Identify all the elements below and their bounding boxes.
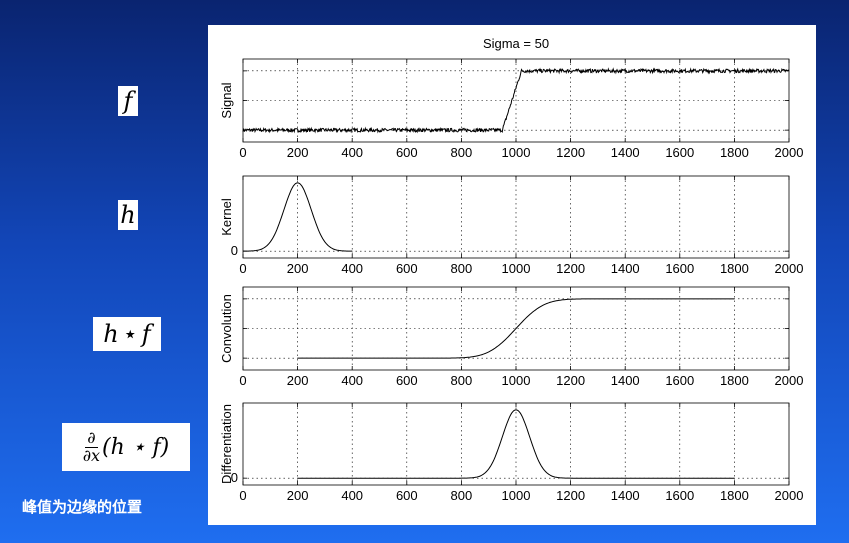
x-tick-label: 2000: [775, 488, 804, 503]
x-tick-label: 800: [451, 488, 473, 503]
x-tick-label: 400: [341, 261, 363, 276]
x-tick-label: 1200: [556, 261, 585, 276]
formula-deriv-expr: (h ⋆ f): [102, 434, 170, 460]
x-tick-label: 800: [451, 261, 473, 276]
series-line-2: [243, 182, 353, 252]
x-tick-label: 600: [396, 373, 418, 388]
x-tick-label: 1000: [502, 145, 531, 160]
x-tick-label: 400: [341, 145, 363, 160]
x-tick-label: 200: [287, 373, 309, 388]
x-tick-label: 1400: [611, 488, 640, 503]
formula-h-text: h: [120, 201, 136, 229]
formula-f-text: f: [123, 87, 133, 115]
x-tick-label: 1000: [502, 488, 531, 503]
x-tick-label: 600: [396, 261, 418, 276]
y-axis-label: Differentiation: [219, 404, 234, 484]
x-tick-label: 600: [396, 145, 418, 160]
formula-fraction: ∂ ∂x: [82, 427, 101, 465]
caption: 峰值为边缘的位置: [22, 498, 143, 516]
formula-deriv-num: ∂: [85, 427, 98, 448]
x-tick-label: 1000: [502, 261, 531, 276]
formula-h: h: [118, 200, 138, 230]
x-tick-label: 1800: [720, 488, 749, 503]
x-tick-label: 1200: [556, 145, 585, 160]
series-line-4: [297, 409, 735, 479]
y-tick-label: 0: [231, 243, 238, 258]
formula-derivative: ∂ ∂x (h ⋆ f): [62, 423, 190, 471]
subplot-4: 0 200 400 600 800 1000 1200 1400 1600 1800 20000Di…: [219, 402, 804, 503]
x-tick-label: 800: [451, 373, 473, 388]
x-tick-label: 0: [239, 261, 246, 276]
x-tick-label: 0: [239, 488, 246, 503]
x-tick-label: 2000: [775, 373, 804, 388]
formula-convolution: h ⋆ f: [93, 317, 161, 351]
x-tick-label: 1200: [556, 488, 585, 503]
x-tick-label: 400: [341, 488, 363, 503]
y-axis-label: Signal: [219, 82, 234, 118]
x-tick-label: 1800: [720, 373, 749, 388]
plots-svg: 0 200 400 600 800 1000 1200 1400 1600 1800 2000Sig…: [219, 36, 804, 503]
x-tick-label: 200: [287, 145, 309, 160]
x-tick-label: 2000: [775, 145, 804, 160]
x-tick-label: 0: [239, 145, 246, 160]
subplot-2: 0 200 400 600 800 1000 1200 1400 1600 1800 2000 0 Ke…: [219, 175, 804, 276]
x-tick-label: 800: [451, 145, 473, 160]
x-tick-label: 1400: [611, 145, 640, 160]
series-line-1: [242, 67, 790, 134]
x-tick-label: 200: [287, 488, 309, 503]
x-tick-label: 200: [287, 261, 309, 276]
x-tick-label: 1800: [720, 145, 749, 160]
formula-conv-star: ⋆: [122, 320, 138, 348]
y-tick-label: 0: [231, 470, 238, 485]
formula-conv-left: h: [103, 320, 119, 348]
formula-conv-right: f: [141, 320, 151, 348]
x-tick-label: 1600: [665, 145, 694, 160]
x-tick-label: 1400: [611, 261, 640, 276]
y-axis-label: Convolution: [219, 294, 234, 363]
figure-panel: 0 200 400 600 800 1000 1200 1400 1600 1800 2000 Sig…: [208, 25, 816, 525]
x-tick-label: 1600: [665, 373, 694, 388]
x-tick-label: 1800: [720, 261, 749, 276]
x-tick-label: 2000: [775, 261, 804, 276]
y-axis-label: Kernel: [219, 198, 234, 236]
x-tick-label: 400: [341, 373, 363, 388]
x-tick-label: 1400: [611, 373, 640, 388]
x-tick-label: 1200: [556, 373, 585, 388]
x-tick-label: 0: [239, 373, 246, 388]
subplot-1: 0 200 400 600 800 1000 1200 1400 1600 1800 2000 Sig…: [219, 36, 803, 160]
x-tick-label: 1600: [665, 488, 694, 503]
chart-title: Sigma = 50: [483, 36, 549, 51]
formula-f: f: [118, 86, 138, 116]
x-tick-label: 600: [396, 488, 418, 503]
subplot-3: 0 200 400 600 800 1000 1200 1400 1600 1800 2000 Con…: [219, 286, 804, 388]
x-tick-label: 1000: [502, 373, 531, 388]
x-tick-label: 1600: [665, 261, 694, 276]
series-line-3: [297, 298, 735, 359]
formula-deriv-den: ∂x: [82, 445, 101, 465]
